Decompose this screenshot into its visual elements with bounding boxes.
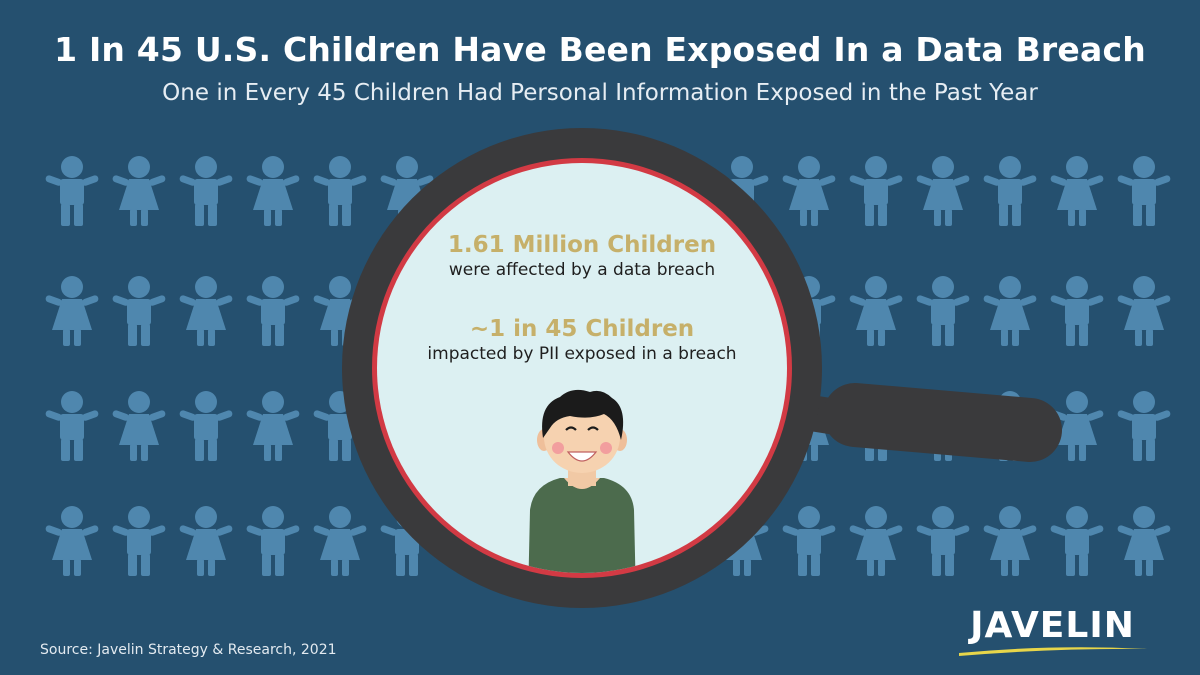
logo-text: JAVELIN xyxy=(970,605,1135,646)
smiling-boy-illustration xyxy=(528,389,636,573)
stat-children-affected: 1.61 Million Children were affected by a… xyxy=(397,232,767,280)
page-subtitle: One in Every 45 Children Had Personal In… xyxy=(162,80,1038,106)
stat-value: ~1 in 45 Children xyxy=(469,316,695,342)
stat-description: impacted by PII exposed in a breach xyxy=(427,344,737,364)
lens xyxy=(377,163,787,573)
page-title: 1 In 45 U.S. Children Have Been Exposed … xyxy=(54,30,1146,69)
stat-value: 1.61 Million Children xyxy=(447,232,717,258)
javelin-logo: JAVELIN xyxy=(955,605,1150,658)
logo-swoosh-icon xyxy=(959,647,1147,656)
stat-ratio: ~1 in 45 Children impacted by PII expose… xyxy=(397,316,767,364)
source-note: Source: Javelin Strategy & Research, 202… xyxy=(40,642,337,658)
stat-description: were affected by a data breach xyxy=(448,260,716,280)
